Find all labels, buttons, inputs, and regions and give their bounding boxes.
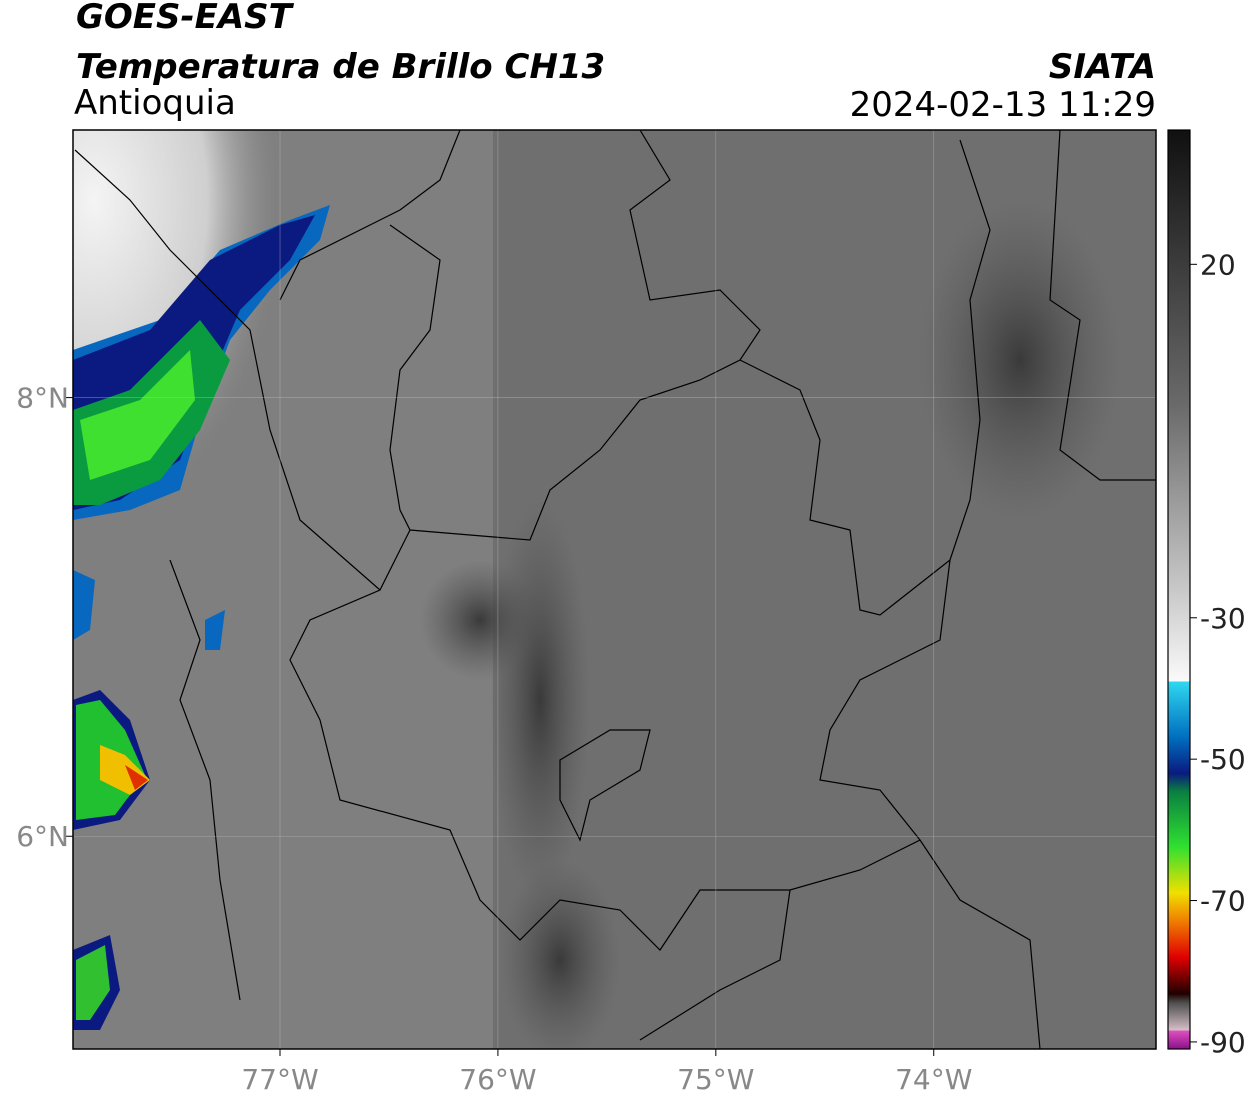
colorbar <box>1167 129 1191 1050</box>
subtitle: Temperatura de Brillo CH13 <box>76 47 605 87</box>
source: SIATA <box>1049 47 1156 87</box>
title: GOES-EAST <box>76 0 295 37</box>
colorbar-tick-label: -30 <box>1200 602 1246 635</box>
y-tick-label: 6°N <box>16 820 69 853</box>
map-grid <box>73 130 1156 1049</box>
colorbar-tick-label: -70 <box>1200 885 1246 918</box>
colorbar-tick-label: -50 <box>1200 743 1246 776</box>
region: Antioquia <box>74 83 236 123</box>
map-frame <box>72 129 1157 1050</box>
datetime: 2024-02-13 11:29 <box>850 85 1156 125</box>
colorbar-tick-label: -90 <box>1200 1026 1246 1059</box>
x-tick-label: 77°W <box>241 1063 318 1096</box>
x-tick-label: 74°W <box>895 1063 972 1096</box>
y-tick-label: 8°N <box>16 382 69 415</box>
x-tick-label: 75°W <box>677 1063 754 1096</box>
x-tick-label: 76°W <box>459 1063 536 1096</box>
colorbar-tick-label: 20 <box>1200 248 1236 281</box>
satellite-image <box>73 130 1156 1049</box>
